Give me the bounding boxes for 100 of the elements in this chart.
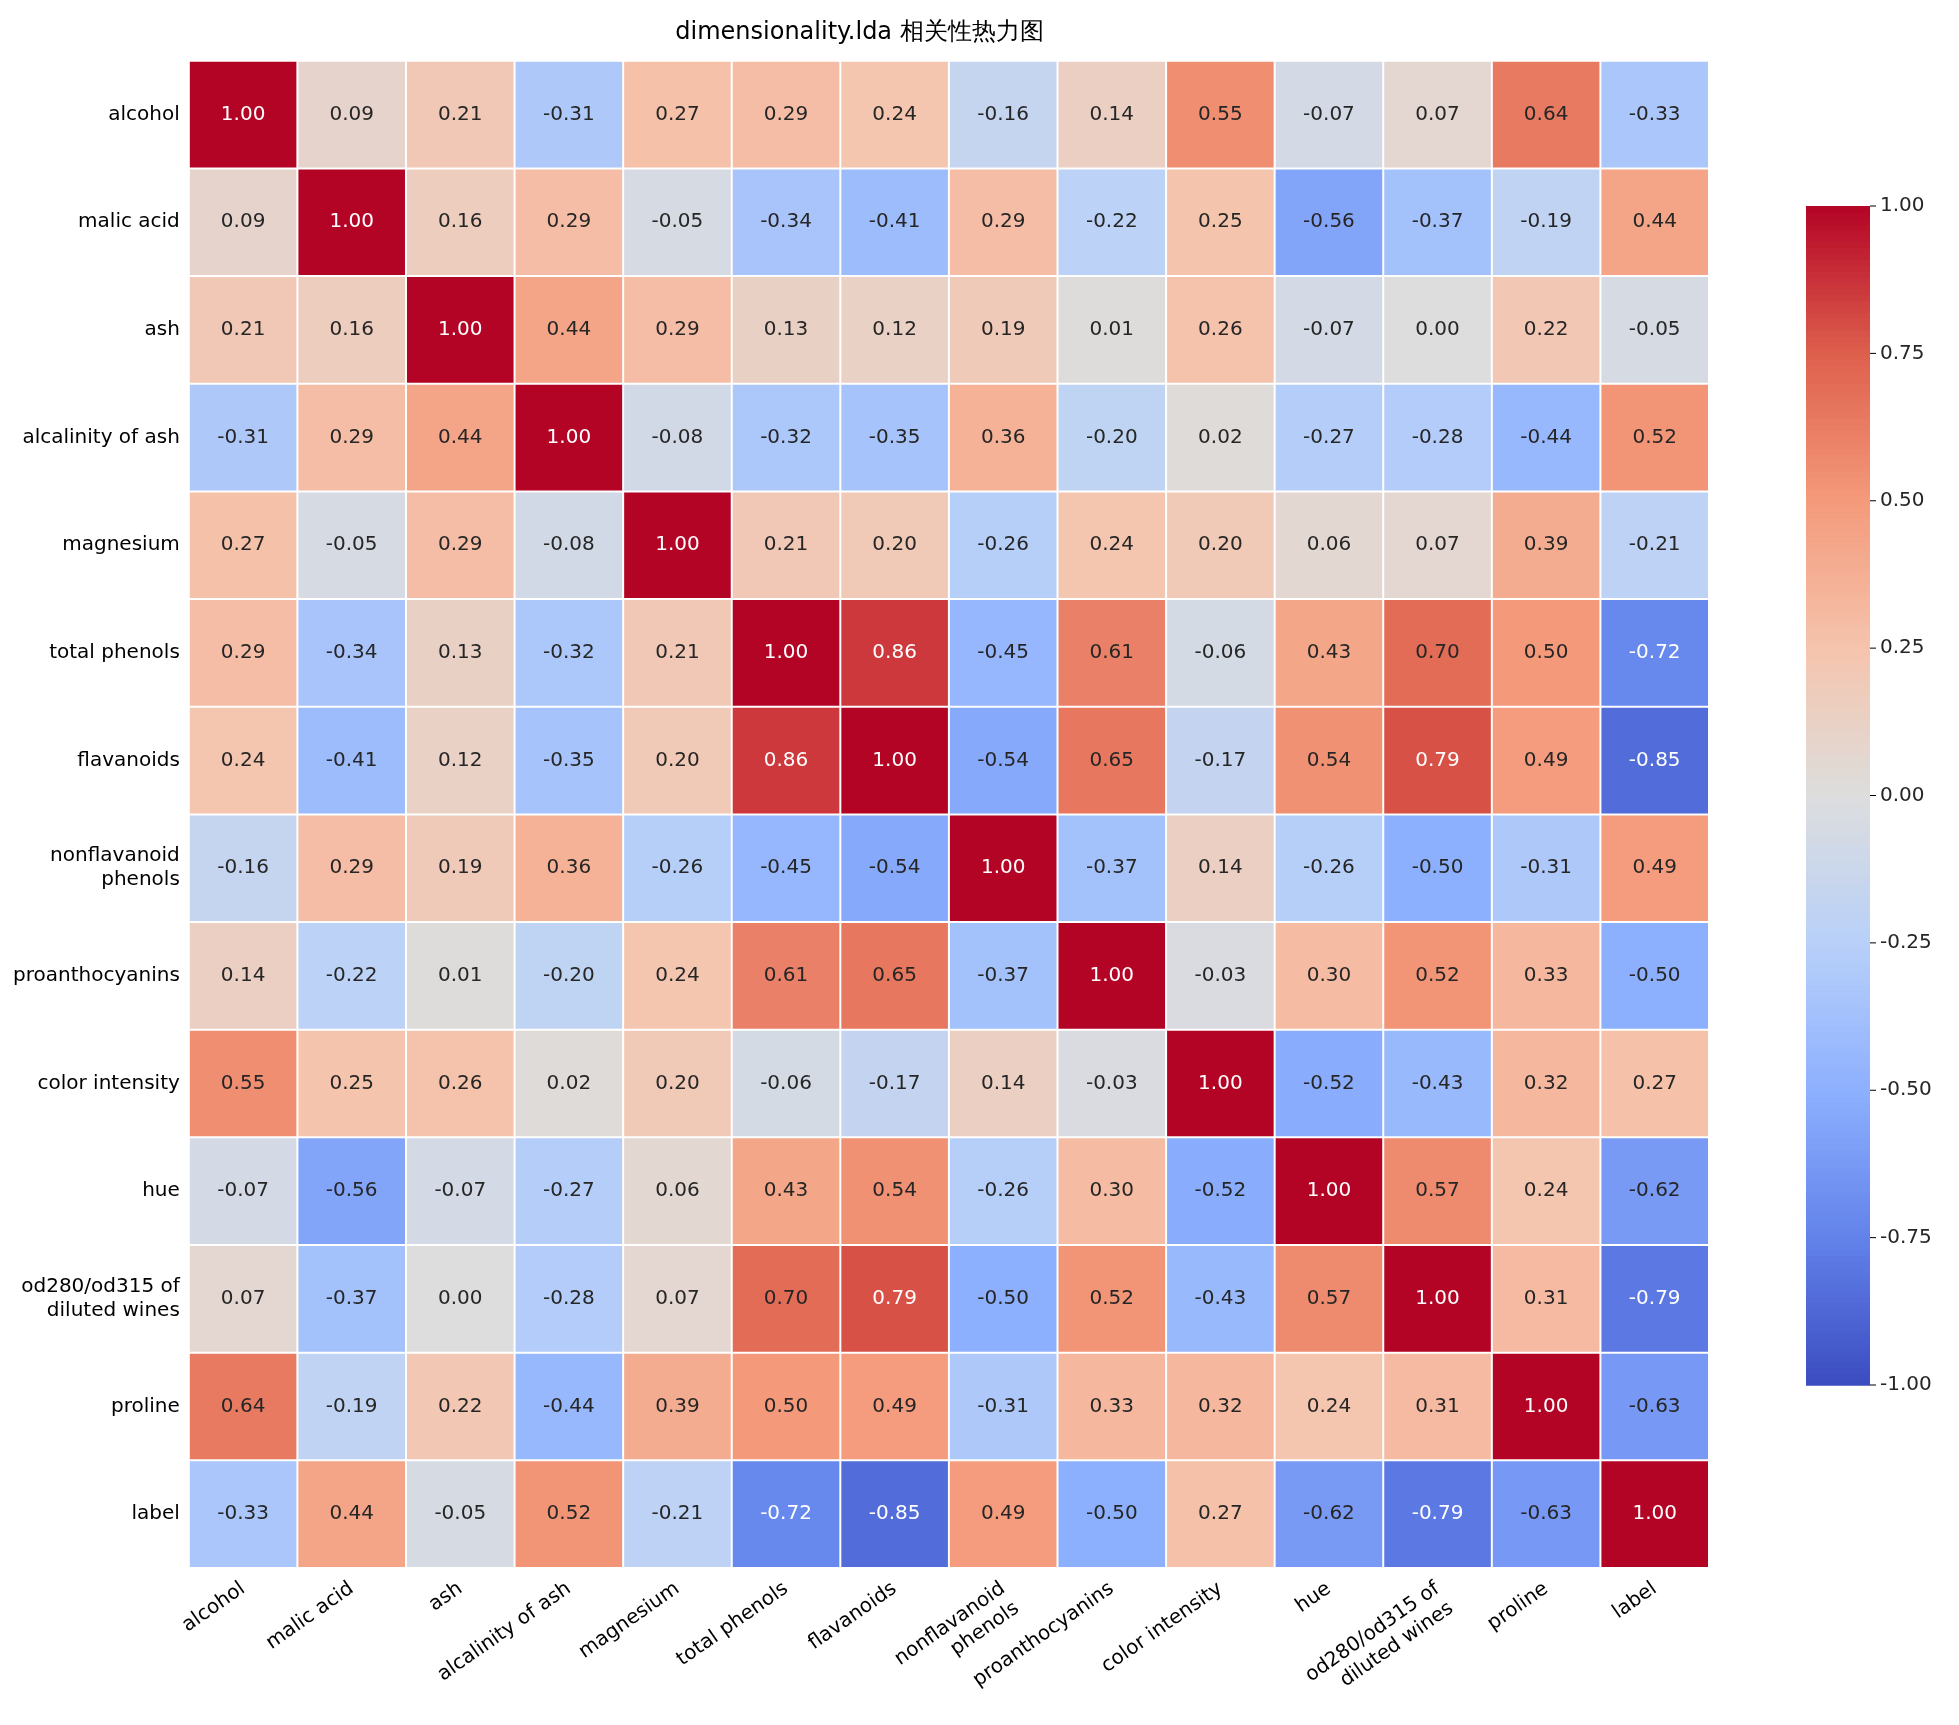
data-label: -0.37 — [325, 1285, 378, 1310]
data-label: 0.33 — [1523, 962, 1569, 987]
data-label: -0.32 — [760, 423, 812, 448]
data-label: -0.44 — [542, 1392, 595, 1417]
data-label: -0.50 — [1085, 1500, 1138, 1525]
data-label: 0.52 — [1415, 962, 1460, 987]
data-label: 0.55 — [1198, 100, 1243, 125]
data-label: -0.37 — [1411, 208, 1464, 233]
data-label: 0.70 — [763, 1285, 809, 1310]
data-label: 0.39 — [1523, 531, 1569, 556]
data-label: 0.44 — [546, 316, 592, 341]
data-label: 0.49 — [1523, 746, 1569, 771]
data-label: -0.35 — [868, 423, 921, 448]
data-label: -0.27 — [542, 1177, 595, 1202]
data-label: 0.49 — [980, 1500, 1026, 1525]
data-label: 1.00 — [1632, 1500, 1677, 1525]
chart-title: dimensionality.lda 相关性热力图 — [675, 16, 1044, 45]
data-label: -0.19 — [1520, 208, 1572, 233]
data-label: -0.50 — [1628, 962, 1681, 987]
data-label: -0.54 — [977, 746, 1030, 771]
data-label: -0.37 — [1085, 854, 1138, 879]
data-label: -0.05 — [434, 1500, 487, 1525]
data-label: 0.14 — [980, 1069, 1026, 1094]
data-label: -0.37 — [977, 962, 1030, 987]
data-label: 1.00 — [763, 639, 809, 664]
data-label: -0.34 — [760, 208, 812, 233]
data-label: 0.24 — [655, 962, 700, 987]
data-label: -0.26 — [977, 1177, 1030, 1202]
y-tick-label: label — [131, 1500, 180, 1525]
y-tick-label: od280/od315 of diluted wines — [21, 1273, 181, 1322]
data-label: 0.07 — [1415, 531, 1460, 556]
data-label: 0.21 — [655, 639, 700, 664]
data-label: 0.27 — [1198, 1500, 1243, 1525]
data-label: -0.17 — [868, 1069, 921, 1094]
data-label: 0.25 — [1198, 208, 1243, 233]
data-label: -0.06 — [760, 1069, 812, 1094]
x-tick-label: ash — [423, 1575, 467, 1616]
data-label: 0.20 — [872, 531, 917, 556]
data-label: 0.57 — [1415, 1177, 1460, 1202]
data-label: -0.54 — [868, 854, 921, 879]
data-label: -0.33 — [217, 1500, 269, 1525]
y-tick-label: color intensity — [37, 1069, 180, 1094]
y-tick-label: alcalinity of ash — [22, 423, 180, 448]
data-label: 0.27 — [655, 100, 700, 125]
y-tick-label: flavanoids — [77, 746, 180, 771]
data-label: 1.00 — [329, 208, 374, 233]
data-label: 0.24 — [220, 746, 266, 771]
data-label: 0.31 — [1523, 1285, 1569, 1310]
data-label: -0.07 — [1303, 100, 1355, 125]
data-label: -0.72 — [760, 1500, 812, 1525]
data-label: 1.00 — [546, 423, 592, 448]
data-label: 0.01 — [1089, 316, 1135, 341]
data-label: -0.63 — [1628, 1392, 1681, 1417]
data-label: -0.56 — [325, 1177, 378, 1202]
data-label: -0.63 — [1520, 1500, 1572, 1525]
data-label: 0.52 — [1089, 1285, 1135, 1310]
data-label: 1.00 — [1523, 1392, 1569, 1417]
data-label: -0.45 — [977, 639, 1030, 664]
data-label: 0.29 — [329, 854, 374, 879]
data-label: 0.24 — [1306, 1392, 1352, 1417]
data-label: 0.79 — [1415, 746, 1460, 771]
data-label: 0.54 — [1306, 746, 1352, 771]
data-label: 0.20 — [655, 1069, 700, 1094]
data-label: -0.35 — [542, 746, 595, 771]
data-label: 0.44 — [329, 1500, 374, 1525]
y-tick-label: proanthocyanins — [12, 962, 180, 987]
data-label: 0.43 — [1306, 639, 1352, 664]
data-label: -0.17 — [1194, 746, 1247, 771]
data-label: 0.64 — [220, 1392, 266, 1417]
data-label: -0.85 — [1628, 746, 1681, 771]
color-bar-label: 0.50 — [1880, 486, 1925, 511]
data-label: -0.05 — [325, 531, 378, 556]
data-label: 0.49 — [1632, 854, 1677, 879]
data-label: 0.86 — [763, 746, 809, 771]
data-label: 1.00 — [1306, 1177, 1352, 1202]
data-label: 0.21 — [220, 316, 266, 341]
data-label: -0.19 — [325, 1392, 378, 1417]
data-label: 0.12 — [438, 746, 483, 771]
data-label: -0.79 — [1628, 1285, 1681, 1310]
data-label: 0.65 — [1089, 746, 1135, 771]
data-label: 0.57 — [1306, 1285, 1352, 1310]
data-label: 0.30 — [1089, 1177, 1135, 1202]
data-label: -0.85 — [868, 1500, 921, 1525]
data-label: -0.08 — [651, 423, 704, 448]
color-bar-label: -1.00 — [1880, 1371, 1932, 1396]
color-bar-label: 0.75 — [1880, 339, 1925, 364]
data-label: -0.56 — [1303, 208, 1355, 233]
data-label: 0.29 — [546, 208, 592, 233]
data-label: 0.32 — [1523, 1069, 1569, 1094]
data-label: -0.33 — [1628, 100, 1681, 125]
data-label: 0.50 — [763, 1392, 809, 1417]
data-label: 0.39 — [655, 1392, 700, 1417]
data-label: 0.30 — [1306, 962, 1352, 987]
data-label: -0.26 — [1303, 854, 1355, 879]
data-label: 0.52 — [546, 1500, 592, 1525]
data-label: -0.21 — [1628, 531, 1681, 556]
data-label: 1.00 — [980, 854, 1026, 879]
data-label: -0.31 — [1520, 854, 1572, 879]
data-label: 1.00 — [220, 100, 266, 125]
y-tick-label: ash — [144, 316, 180, 341]
